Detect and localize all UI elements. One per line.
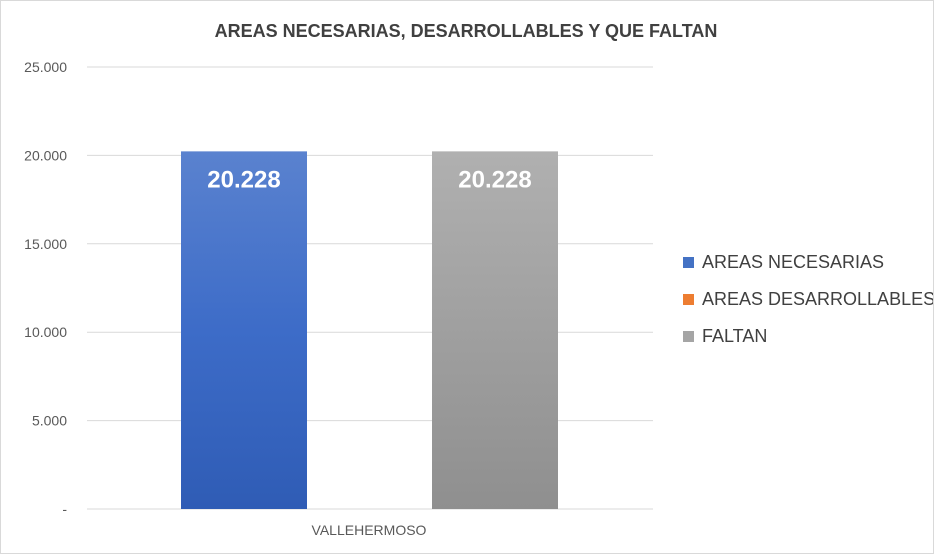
legend-item-label: AREAS NECESARIAS (702, 252, 884, 272)
x-category-label: VALLEHERMOSO (312, 522, 427, 538)
y-tick-label: 10.000 (24, 324, 67, 340)
y-tick-label: 5.000 (32, 413, 67, 429)
gridlines (87, 66, 653, 510)
y-tick-label: 25.000 (24, 59, 67, 75)
data-label: 20.228 (458, 166, 531, 193)
data-label: 20.228 (207, 166, 280, 193)
y-tick-label: 20.000 (24, 147, 67, 163)
bars (181, 151, 558, 509)
legend-swatch (683, 331, 694, 342)
y-tick-label: - (62, 501, 67, 517)
chart-title: AREAS NECESARIAS, DESARROLLABLES Y QUE F… (215, 21, 718, 41)
y-tick-label: 15.000 (24, 236, 67, 252)
legend-item-label: AREAS DESARROLLABLES (702, 289, 933, 309)
bar-areas-necesarias (181, 151, 307, 509)
legend-item-label: FALTAN (702, 326, 767, 346)
bar-faltan (432, 151, 558, 509)
data-labels: 20.228 20.228 (207, 166, 531, 193)
legend: AREAS NECESARIAS AREAS DESARROLLABLES FALT… (683, 252, 933, 346)
y-axis-ticks: - 5.000 10.000 15.000 20.000 25.000 (24, 59, 67, 517)
legend-swatch (683, 294, 694, 305)
legend-swatch (683, 257, 694, 268)
